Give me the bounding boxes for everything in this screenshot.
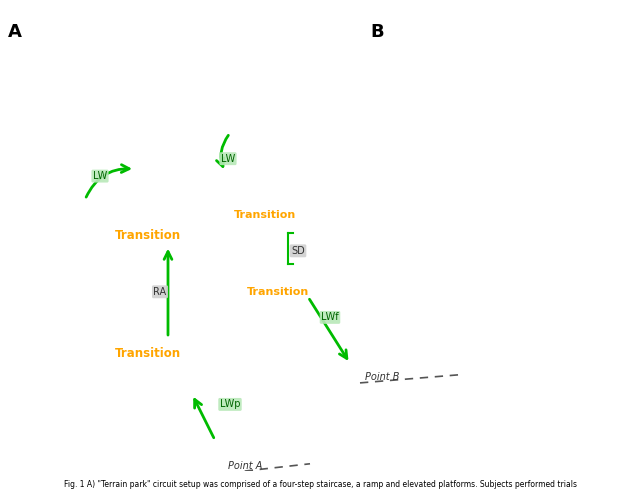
Text: Transition: Transition [115,347,181,360]
Text: Fig. 1 A) "Terrain park" circuit setup was comprised of a four-step staircase, a: Fig. 1 A) "Terrain park" circuit setup w… [63,480,577,489]
Text: A: A [8,23,22,41]
Text: RA: RA [154,287,166,297]
Text: B: B [370,23,383,41]
Text: SD: SD [291,246,305,256]
Text: Point B: Point B [365,372,399,382]
Text: Transition: Transition [115,229,181,242]
Text: Transition: Transition [247,287,309,297]
Text: LW: LW [221,154,235,164]
Text: LW: LW [93,171,107,181]
Text: LWf: LWf [321,312,339,322]
Text: LWp: LWp [220,399,240,409]
Text: Transition: Transition [234,210,296,220]
Text: Point A: Point A [228,461,262,471]
